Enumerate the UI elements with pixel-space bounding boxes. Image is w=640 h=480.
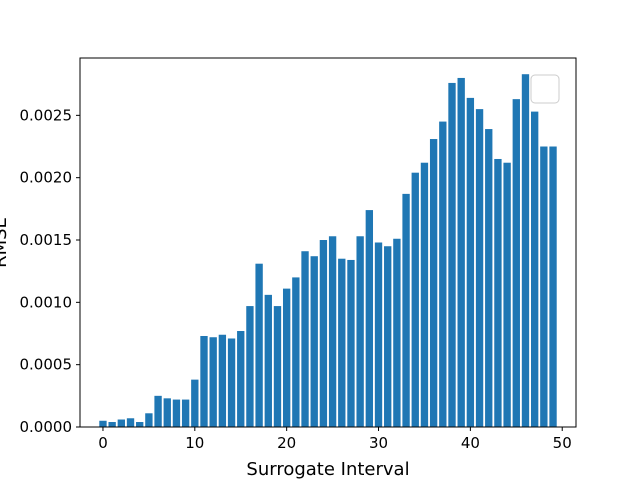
bar-11	[200, 335, 208, 427]
bar-36	[429, 139, 438, 428]
bar-20	[282, 288, 291, 427]
bar-21	[292, 277, 300, 427]
y-tick-label: 0.0025	[20, 106, 73, 124]
bar-26	[338, 258, 346, 427]
y-tick-label: 0.0005	[20, 356, 73, 374]
bar-9	[181, 399, 190, 427]
x-tick-label: 20	[277, 434, 296, 452]
x-tick-label: 0	[98, 434, 108, 452]
bar-35	[420, 162, 429, 427]
bar-2	[117, 419, 126, 427]
bar-29	[365, 210, 374, 427]
bar-6	[154, 395, 162, 427]
x-tick-label: 30	[369, 434, 388, 452]
bar-34	[411, 172, 419, 427]
bar-19	[273, 306, 282, 427]
bar-43	[494, 158, 502, 427]
bar-41	[475, 109, 484, 428]
bar-32	[393, 238, 401, 427]
plot-frame	[79, 57, 577, 428]
bar-22	[301, 251, 309, 427]
bar-24	[319, 240, 328, 427]
bar-47	[530, 111, 539, 427]
x-tick-label: 50	[553, 434, 572, 452]
y-tick-label: 0.0000	[20, 418, 73, 436]
bar-10	[191, 379, 199, 427]
bar-18	[264, 294, 272, 427]
bar-40	[466, 97, 475, 427]
bar-49	[549, 146, 557, 427]
bar-5	[145, 413, 153, 427]
bar-42	[485, 129, 493, 427]
y-tick-label: 0.0010	[20, 293, 73, 311]
bar-7	[163, 398, 171, 427]
x-axis-ticks: 0 10 20 30 40 50	[98, 427, 572, 452]
bar-17	[255, 263, 263, 427]
x-tick-label: 40	[461, 434, 480, 452]
bar-45	[512, 99, 520, 427]
bar-25	[328, 236, 337, 427]
bar-28	[356, 236, 364, 427]
y-axis-label: RMSE	[0, 217, 11, 268]
bar-39	[457, 77, 465, 427]
bar-38	[448, 82, 456, 427]
y-tick-label: 0.0015	[20, 231, 73, 249]
x-axis-label: Surrogate Interval	[246, 459, 409, 480]
bar-31	[384, 246, 392, 427]
bar-14	[227, 338, 236, 427]
bar-16	[246, 306, 254, 427]
bar-33	[402, 193, 410, 427]
bar-0	[99, 420, 107, 427]
bar-30	[374, 242, 383, 427]
bar-1	[108, 422, 116, 427]
y-axis-ticks: 0.0000 0.0005 0.0010 0.0015 0.0020 0.0025	[20, 106, 80, 436]
bar-46	[521, 74, 530, 427]
bar-4	[136, 422, 144, 427]
bar-8	[172, 399, 181, 427]
bar-48	[540, 146, 548, 427]
bar-37	[439, 121, 447, 428]
bar-23	[310, 256, 318, 427]
bar-15	[237, 331, 245, 427]
x-tick-label: 10	[185, 434, 204, 452]
legend-box	[530, 74, 560, 104]
bars-group	[99, 74, 557, 428]
bar-12	[209, 337, 217, 427]
bar-27	[347, 259, 355, 427]
y-tick-label: 0.0020	[20, 169, 73, 187]
bar-44	[503, 162, 511, 427]
bar-3	[126, 418, 135, 427]
bar-13	[218, 334, 227, 427]
